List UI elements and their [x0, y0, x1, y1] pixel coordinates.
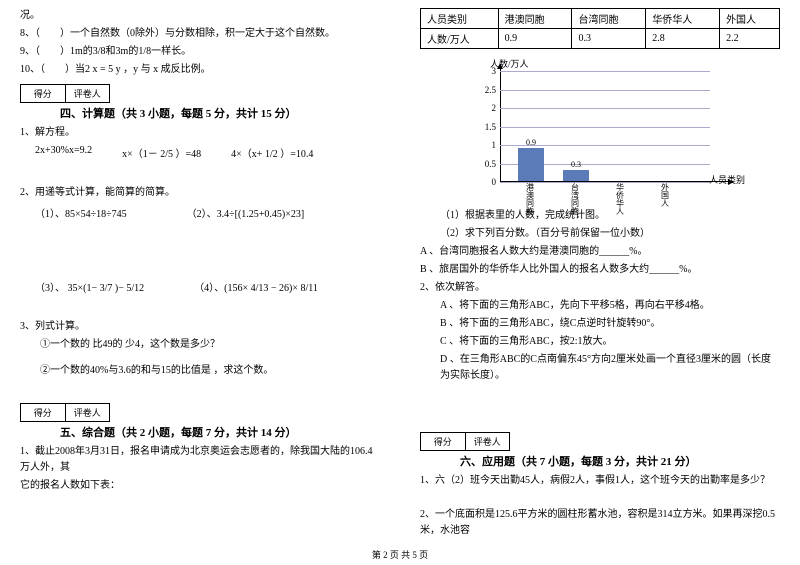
q6-1: 1、六（2）班今天出勤45人，病假2人，事假1人，这个班今天的出勤率是多少？	[420, 473, 780, 489]
grader-label: 评卷人	[66, 85, 110, 102]
score-box: 得分 评卷人	[20, 403, 110, 422]
sub1: （1）根据表里的人数，完成统计图。	[440, 208, 780, 224]
subB: B 、旅居国外的华侨华人比外国人的报名人数多大约______%。	[420, 262, 780, 278]
data-table: 人员类别 港澳同胞 台湾同胞 华侨华人 外国人 人数/万人 0.9 0.3 2.…	[420, 8, 780, 49]
gridline	[500, 108, 710, 109]
x-tick-label: 华侨华人	[614, 184, 626, 204]
bar	[563, 170, 589, 181]
grader-label: 评卷人	[466, 433, 510, 450]
pre-text: 10、（ ）当2 x = 5 y ，y 与 x 成反比例。	[20, 62, 380, 78]
pre-text: 8、（ ）一个自然数（0除外）与分数相除，积一定大于这个自然数。	[20, 26, 380, 42]
table-header: 台湾同胞	[572, 9, 646, 29]
score-label: 得分	[421, 433, 466, 450]
section4-title: 四、计算题（共 3 小题，每题 5 分，共计 15 分）	[60, 105, 380, 121]
bar-value-label: 0.9	[518, 138, 544, 147]
table-cell: 2.8	[646, 29, 720, 49]
score-box: 得分 评卷人	[420, 432, 510, 451]
sub2: （2）求下列百分数。（百分号前保留一位小数）	[440, 226, 780, 242]
table-cell: 0.9	[498, 29, 572, 49]
formula-row: （1）、85×54÷18÷745 （2）、3.4÷[(1.25+0.45)×23…	[35, 205, 380, 220]
bar-chart: 人数/万人 人员类别 32.521.510.500.9港澳同胞0.3台湾同胞华侨…	[470, 57, 730, 202]
y-tick-label: 2.5	[478, 85, 496, 95]
y-tick-label: 1	[478, 140, 496, 150]
score-label: 得分	[21, 85, 66, 102]
y-tick-label: 0.5	[478, 159, 496, 169]
y-tick-label: 0	[478, 177, 496, 187]
q1: 1、解方程。	[20, 125, 380, 141]
table-cell: 0.3	[572, 29, 646, 49]
formula: 2x+30%x=9.2	[35, 145, 92, 160]
x-tick-label: 港澳同胞	[524, 184, 536, 204]
right-column: 人员类别 港澳同胞 台湾同胞 华侨华人 外国人 人数/万人 0.9 0.3 2.…	[400, 0, 800, 565]
formula-row: 2x+30%x=9.2 x×（1－ 2/5 ）=48 4×（x+ 1/2 ）=1…	[35, 145, 380, 160]
formula: 4×（x+ 1/2 ）=10.4	[231, 145, 313, 160]
grader-label: 评卷人	[66, 404, 110, 421]
table-cell: 人数/万人	[421, 29, 499, 49]
q3: 3、列式计算。	[20, 319, 380, 335]
x-tick-label: 外国人	[659, 184, 671, 204]
table-header: 华侨华人	[646, 9, 720, 29]
x-tick-label: 台湾同胞	[569, 184, 581, 204]
gridline	[500, 71, 710, 72]
q2C: C 、将下面的三角形ABC，按2:1放大。	[440, 334, 780, 350]
pre-text: 9、（ ）1m的3/8和3m的1/8一样长。	[20, 44, 380, 60]
table-cell: 2.2	[720, 29, 780, 49]
table-row: 人数/万人 0.9 0.3 2.8 2.2	[421, 29, 780, 49]
left-column: 况。 8、（ ）一个自然数（0除外）与分数相除，积一定大于这个自然数。 9、（ …	[0, 0, 400, 565]
pre-text: 况。	[20, 8, 380, 24]
table-header: 外国人	[720, 9, 780, 29]
section6-title: 六、应用题（共 7 小题，每题 3 分，共计 21 分）	[460, 453, 780, 469]
bar-value-label: 0.3	[563, 160, 589, 169]
formula: x×（1－ 2/5 ）=48	[122, 145, 201, 160]
y-tick-label: 2	[478, 103, 496, 113]
table-header: 人员类别	[421, 9, 499, 29]
q3a: ①一个数的 比49的 少4，这个数是多少？	[40, 337, 380, 353]
formula: （1）、85×54÷18÷745	[35, 205, 127, 220]
q5-1b: 它的报名人数如下表：	[20, 478, 380, 494]
q2A: A 、将下面的三角形ABC，先向下平移5格，再向右平移4格。	[440, 298, 780, 314]
y-tick-label: 3	[478, 66, 496, 76]
gridline	[500, 127, 710, 128]
q2: 2、用递等式计算，能简算的简算。	[20, 185, 380, 201]
q2D: D 、在三角形ABC的C点南偏东45°方向2厘米处画一个直径3厘米的圆（长度为实…	[440, 352, 780, 384]
formula: （3）、 35×(1− 3/7 )− 5/12	[35, 279, 144, 294]
page-footer: 第 2 页 共 5 页	[0, 548, 800, 561]
section5-title: 五、综合题（共 2 小题，每题 7 分，共计 14 分）	[60, 424, 380, 440]
table-header: 港澳同胞	[498, 9, 572, 29]
q6-2: 2、一个底面积是125.6平方米的圆柱形蓄水池，容积是314立方米。如果再深挖0…	[420, 507, 780, 539]
table-row: 人员类别 港澳同胞 台湾同胞 华侨华人 外国人	[421, 9, 780, 29]
bar	[518, 148, 544, 181]
formula: （4）、(156× 4/13 − 26)× 8/11	[194, 279, 318, 294]
q2B: B 、将下面的三角形ABC，绕C点逆时针旋转90°。	[440, 316, 780, 332]
q3b: ②一个数的40%与3.6的和与15的比值是 ，求这个数。	[40, 363, 380, 379]
x-axis-title: 人员类别	[709, 173, 745, 186]
q5-1a: 1、截止2008年3月31日，报名申请成为北京奥运会志愿者的，除我国大陆的106…	[20, 444, 380, 476]
gridline	[500, 90, 710, 91]
q2-head: 2、依次解答。	[420, 280, 780, 296]
score-label: 得分	[21, 404, 66, 421]
y-tick-label: 1.5	[478, 122, 496, 132]
subA: A 、台湾同胞报名人数大约是港澳同胞的______%。	[420, 244, 780, 260]
formula-row: （3）、 35×(1− 3/7 )− 5/12 （4）、(156× 4/13 −…	[35, 279, 380, 294]
formula: （2）、3.4÷[(1.25+0.45)×23]	[187, 205, 305, 220]
y-axis	[500, 67, 501, 182]
score-box: 得分 评卷人	[20, 84, 110, 103]
